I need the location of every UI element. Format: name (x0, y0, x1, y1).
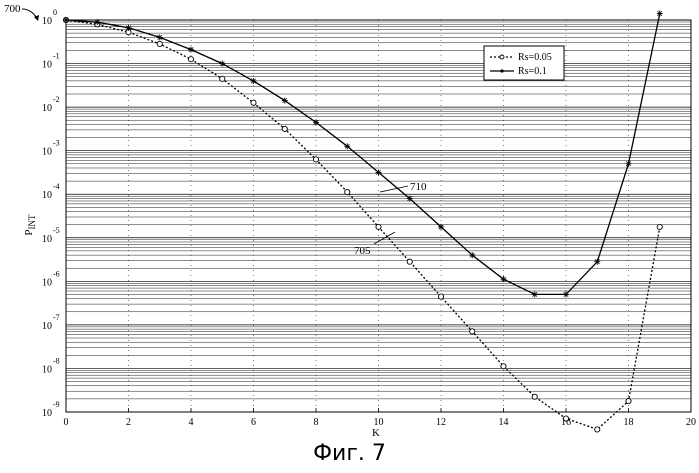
data-point-circle (595, 427, 600, 432)
data-point-star (407, 196, 413, 202)
chart: 700 02468101214161820 10010-110-210-310-… (0, 0, 699, 440)
legend-marker-rs01 (500, 69, 503, 72)
data-point-star (282, 98, 288, 104)
callout-710: 710 (380, 181, 427, 193)
data-point-circle (282, 126, 287, 131)
y-tick-label-base: 10 (42, 147, 52, 158)
data-point-star (626, 161, 632, 167)
legend-marker-rs005 (500, 55, 504, 59)
data-point-circle (220, 76, 225, 81)
data-point-circle (626, 399, 631, 404)
data-point-circle (470, 329, 475, 334)
data-point-star (188, 47, 194, 53)
data-point-star (157, 34, 163, 40)
y-axis-ticks: 10010-110-210-310-410-510-610-710-810-9 (42, 8, 60, 419)
data-point-circle (501, 364, 506, 369)
y-tick-label-exponent: -5 (53, 226, 60, 235)
data-point-star (532, 291, 538, 297)
figure-caption: Фиг. 7 (0, 441, 699, 466)
y-tick-label-base: 10 (42, 16, 52, 27)
y-tick-label-base: 10 (42, 408, 52, 419)
data-point-circle (438, 294, 443, 299)
legend: Rs=0.05 Rs=0.1 (484, 46, 564, 80)
x-tick-label: 8 (314, 417, 319, 428)
data-point-star (219, 61, 225, 67)
y-tick-label-exponent: -7 (53, 313, 60, 322)
x-tick-label: 18 (624, 417, 634, 428)
data-point-star (563, 291, 569, 297)
data-point-circle (251, 100, 256, 105)
y-tick-label-base: 10 (42, 277, 52, 288)
data-point-circle (345, 189, 350, 194)
svg-text:PINT: PINT (23, 214, 37, 236)
data-point-circle (563, 416, 568, 421)
data-point-circle (313, 157, 318, 162)
x-tick-label: 4 (189, 417, 194, 428)
callout-705-label: 705 (354, 245, 371, 257)
y-tick-label-base: 10 (42, 234, 52, 245)
legend-label-rs01: Rs=0.1 (518, 66, 547, 77)
y-tick-label-exponent: -6 (53, 269, 60, 278)
data-point-star (344, 143, 350, 149)
y-tick-label-exponent: -3 (53, 139, 60, 148)
y-tick-label-exponent: -9 (53, 400, 60, 409)
x-tick-label: 2 (126, 417, 131, 428)
data-point-star (313, 119, 319, 125)
y-axis-label-sub: INT (27, 214, 37, 229)
y-tick-label-exponent: -2 (53, 95, 60, 104)
data-point-star (657, 10, 663, 16)
data-point-circle (407, 259, 412, 264)
x-tick-label: 14 (499, 417, 509, 428)
x-tick-label: 6 (251, 417, 256, 428)
grid-layer (66, 20, 691, 412)
data-point-circle (188, 57, 193, 62)
y-tick-label-exponent: -8 (53, 356, 60, 365)
data-point-star (438, 224, 444, 230)
y-tick-label-exponent: -4 (53, 182, 60, 191)
figure-ref-label: 700 (4, 3, 21, 15)
data-point-star (94, 19, 100, 25)
data-point-star (126, 25, 132, 31)
y-tick-label-base: 10 (42, 190, 52, 201)
data-point-star (469, 252, 475, 258)
data-point-circle (532, 394, 537, 399)
data-point-star (376, 169, 382, 175)
x-axis-label: K (372, 427, 380, 439)
data-point-star (63, 17, 69, 23)
y-tick-label-base: 10 (42, 103, 52, 114)
data-point-star (501, 276, 507, 282)
data-point-star (251, 78, 257, 84)
y-axis-label: PINT (23, 214, 37, 236)
y-tick-label-base: 10 (42, 364, 52, 375)
data-point-circle (657, 224, 662, 229)
y-tick-label-base: 10 (42, 60, 52, 71)
y-tick-label-exponent: 0 (53, 8, 57, 17)
y-tick-label-exponent: -1 (53, 52, 60, 61)
data-point-star (594, 259, 600, 265)
data-point-circle (376, 224, 381, 229)
x-axis-ticks: 02468101214161820 (64, 408, 697, 428)
callout-710-leader (380, 186, 408, 192)
x-tick-label: 12 (436, 417, 446, 428)
callout-710-label: 710 (410, 181, 427, 193)
y-tick-label-base: 10 (42, 321, 52, 332)
x-tick-label: 20 (686, 417, 696, 428)
data-point-circle (157, 41, 162, 46)
x-tick-label: 0 (64, 417, 69, 428)
legend-label-rs005: Rs=0.05 (518, 52, 552, 63)
